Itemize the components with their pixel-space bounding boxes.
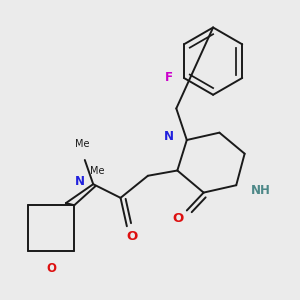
Text: NH: NH [251, 184, 271, 197]
Text: Me: Me [90, 166, 105, 176]
Text: O: O [46, 262, 56, 275]
Text: N: N [164, 130, 174, 143]
Text: O: O [173, 212, 184, 225]
Text: O: O [127, 230, 138, 243]
Text: F: F [165, 71, 173, 85]
Text: Me: Me [75, 140, 90, 149]
Text: N: N [75, 175, 85, 188]
